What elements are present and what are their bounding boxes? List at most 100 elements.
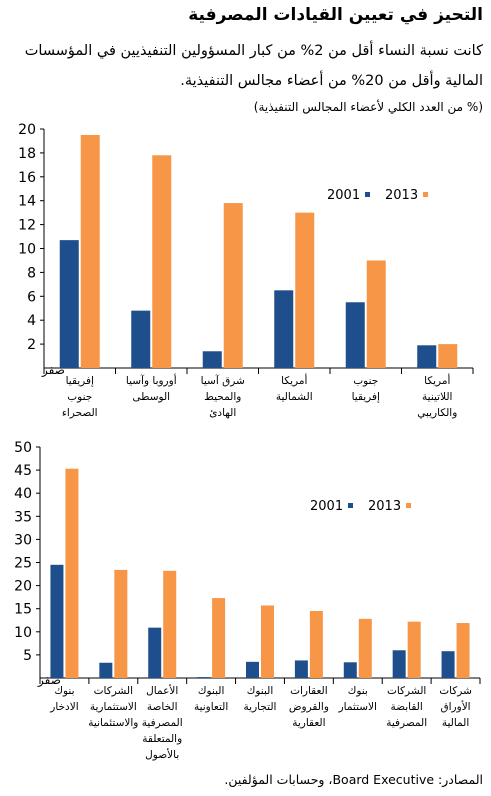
bar-2001: [343, 662, 357, 678]
category-label-line: الصحراء: [62, 407, 98, 419]
category-label: جنوب إفريقيا: [352, 375, 380, 403]
category-label: البنوك التعاونية: [194, 685, 228, 713]
category-label-line: العقارات: [290, 685, 328, 697]
bar-2001: [246, 661, 259, 678]
category-label-line: الشركات: [387, 685, 426, 697]
category-label-line: الاستثمارية: [90, 701, 137, 713]
category-label: الشركات القابضة المصرفية: [386, 685, 427, 729]
bar-2013: [65, 468, 79, 678]
category-label: أمريكا الشمالية: [276, 373, 313, 403]
bar-2001: [202, 351, 222, 368]
bar-2013: [152, 155, 172, 368]
category-label-line: شركات: [439, 685, 472, 697]
bar-2001: [345, 302, 365, 368]
legend-label-2001: 2001: [327, 188, 360, 203]
y-tick-label: 30: [14, 532, 32, 548]
bar-2013: [80, 134, 100, 368]
bar-2013: [114, 569, 128, 678]
y-tick-label: 5: [23, 648, 32, 664]
y-zero-label: صفر: [41, 363, 65, 378]
y-tick-label: 40: [14, 486, 32, 502]
legend-label-2001: 2001: [310, 499, 343, 514]
bar-2013: [309, 611, 323, 678]
category-label-line: والاستئمانية: [88, 717, 138, 729]
bar-2001: [294, 660, 308, 678]
category-label-line: المالية: [442, 717, 469, 729]
y-tick-label: 14: [18, 194, 36, 210]
y-tick-label: 20: [18, 122, 36, 138]
category-label-line: إفريقيا: [352, 391, 380, 403]
bar-2013: [456, 623, 470, 678]
category-label-line: الهادئ: [209, 407, 236, 419]
category-label-line: أمريكا: [424, 373, 450, 387]
y-tick-label: 10: [14, 625, 32, 641]
category-label: أمريكا اللاتينية والكاريبي: [417, 373, 457, 419]
y-tick-label: 20: [14, 579, 32, 595]
unit-note: (% من العدد الكلي لأعضاء المجالس التنفيذ…: [253, 100, 483, 114]
category-label-line: الوسطى: [132, 391, 170, 403]
y-tick-label: 10: [18, 242, 36, 258]
category-label-line: والمتعلقة: [142, 733, 182, 745]
y-tick-label: 25: [14, 556, 32, 572]
bar-2001: [131, 310, 151, 368]
y-tick-label: 12: [18, 218, 36, 234]
y-tick-label: 50: [14, 440, 32, 456]
category-label-line: الاستثمار: [338, 701, 377, 713]
category-label: إفريقيا جنوب الصحراء: [62, 375, 98, 419]
category-label-line: جنوب: [353, 375, 378, 387]
category-label-line: البنوك: [247, 685, 274, 697]
bar-2013: [223, 203, 243, 368]
category-label-line: القابضة: [391, 701, 423, 713]
category-label: الشركات الاستثمارية والاستئمانية: [88, 685, 138, 729]
category-label-line: بنوك: [348, 685, 368, 697]
legend-swatch-2001: [365, 192, 370, 197]
y-tick-label: 15: [14, 602, 32, 618]
category-label-line: والمحيط: [204, 391, 241, 403]
category-label-line: التجارية: [244, 701, 277, 713]
bar-2001: [441, 651, 455, 678]
category-label-line: شرق آسيا: [201, 374, 245, 387]
bar-2001: [99, 662, 113, 678]
category-label-line: الشركات: [94, 685, 133, 697]
legend-label-2013: 2013: [368, 499, 401, 514]
bar-2013: [212, 598, 226, 678]
category-label-line: التعاونية: [194, 701, 228, 713]
category-label-line: الأعمال: [146, 684, 178, 697]
y-tick-label: 8: [27, 265, 36, 281]
category-label-line: بالأصول: [145, 748, 179, 761]
bar-2013: [261, 605, 274, 678]
legend: 2001 2013: [310, 499, 411, 514]
bar-2001: [274, 290, 294, 368]
bar-2013: [366, 260, 386, 368]
category-label: بنوك الادخار: [49, 685, 78, 713]
bar-2013: [438, 344, 458, 368]
legend-swatch-2013: [423, 192, 428, 197]
chart-title: التحيز في تعيين القيادات المصرفية: [188, 5, 483, 25]
category-label-line: الادخار: [49, 701, 78, 713]
category-label-line: أمريكا: [281, 373, 307, 387]
y-tick-label: 2: [27, 337, 36, 353]
y-tick-label: 35: [14, 509, 32, 525]
y-tick-label: 45: [14, 463, 32, 479]
y-tick-label: 16: [18, 170, 36, 186]
category-label: العقارات والقروض العقارية: [289, 685, 329, 729]
chart-subtitle: كانت نسبة النساء أقل من 2% من كبار المسؤ…: [24, 43, 483, 89]
category-label-line: والقروض: [289, 701, 329, 713]
source-note: المصادر: Board Executive، وحسابات المؤلف…: [224, 772, 483, 787]
bar-2013: [163, 570, 177, 678]
legend-swatch-2001: [348, 503, 353, 508]
category-label: شركات الأوراق المالية: [439, 685, 472, 729]
category-label-line: إفريقيا: [66, 375, 94, 387]
bar-2013: [295, 212, 315, 368]
y-tick-label: 4: [27, 313, 36, 329]
y-tick-label: 6: [27, 289, 36, 305]
legend-swatch-2013: [406, 503, 411, 508]
bar-2001: [392, 650, 406, 678]
category-label-line: المصرفية: [386, 717, 427, 729]
bar-2001: [197, 677, 211, 678]
category-label: بنوك الاستثمار: [338, 685, 377, 713]
category-label-line: العقارية: [292, 717, 325, 729]
category-label-line: الأوراق: [440, 700, 470, 713]
category-label-line: أوروبا وآسيا: [126, 373, 177, 387]
bar-2013: [407, 621, 421, 678]
